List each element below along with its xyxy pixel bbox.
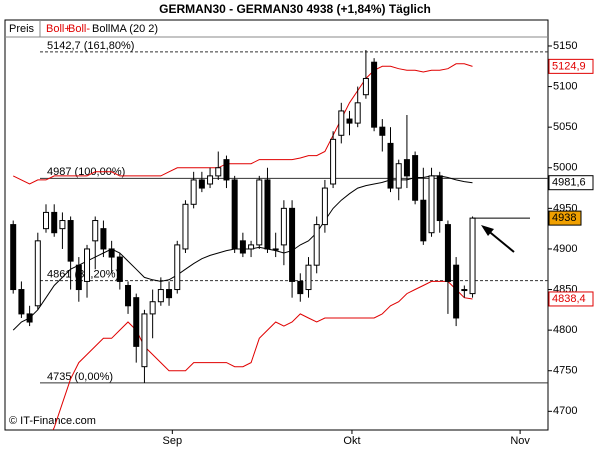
- level-label: 4987 (100,00%): [47, 166, 125, 178]
- end-label: 5124,9: [552, 60, 586, 72]
- candle-body: [239, 240, 246, 254]
- candle-body: [453, 264, 460, 319]
- y-tick-label: 4800: [553, 324, 577, 336]
- price-label: Preis: [9, 23, 35, 35]
- candle-body: [436, 175, 443, 222]
- level-label: 4735 (0,00%): [47, 371, 113, 383]
- candle-body: [133, 297, 140, 347]
- candle-body: [18, 289, 25, 315]
- candle-body: [420, 199, 427, 242]
- candle-body: [461, 289, 468, 292]
- candle-body: [26, 313, 33, 323]
- candle-body: [313, 224, 320, 266]
- candle-body: [182, 203, 189, 250]
- y-tick-label: 5150: [553, 40, 577, 52]
- candle-body: [207, 175, 214, 185]
- candle-body: [379, 126, 386, 136]
- candle-body: [354, 102, 361, 124]
- candle-body: [256, 179, 263, 246]
- candle-body: [174, 244, 181, 291]
- last-price-box: [548, 210, 582, 226]
- copyright: © IT-Finance.com: [9, 415, 96, 427]
- candle-body: [428, 175, 435, 234]
- end-label: 4838,4: [552, 293, 586, 305]
- y-tick-label: 4900: [553, 243, 577, 255]
- candle-body: [34, 240, 41, 307]
- band-line: [12, 63, 473, 185]
- candle-body: [346, 118, 353, 124]
- candle-body: [412, 155, 419, 201]
- last-price-label: 4938: [552, 212, 576, 224]
- candle-body: [75, 264, 82, 291]
- y-tick-label: 5050: [553, 121, 577, 133]
- candle-body: [67, 220, 74, 262]
- legend-entry: Boll-: [68, 23, 90, 35]
- candle-body: [264, 179, 271, 250]
- level-label: 5142,7 (161,80%): [47, 40, 134, 52]
- level-label: 4861 (38,20%): [47, 269, 119, 281]
- candle-body: [43, 211, 50, 230]
- candle-body: [149, 301, 156, 315]
- candle-body: [198, 179, 205, 189]
- plot: 5142,7 (161,80%) 4987 (100,00%) 4861 (38,2…: [10, 40, 548, 430]
- legend-entry: Boll+: [46, 23, 71, 35]
- candle-body: [321, 187, 328, 226]
- candle-body: [338, 110, 345, 136]
- candle-body: [223, 159, 230, 181]
- candle-body: [371, 61, 378, 128]
- candle-body: [125, 284, 132, 307]
- candle-body: [231, 179, 238, 250]
- candle-body: [10, 224, 17, 291]
- candle-body: [289, 207, 296, 282]
- candle-body: [100, 228, 107, 250]
- end-label-box: [548, 58, 594, 74]
- arrow: [481, 225, 515, 253]
- candle-body: [59, 220, 66, 230]
- x-tick-label: Okt: [343, 435, 360, 447]
- end-label: 4981,6: [552, 177, 586, 189]
- candle-body: [51, 211, 58, 234]
- end-label-box: [548, 291, 594, 307]
- candle-body: [190, 179, 197, 205]
- candle-body: [330, 138, 337, 185]
- candle-body: [248, 244, 255, 250]
- candle-body: [297, 280, 304, 295]
- x-tick-label: Nov: [510, 435, 530, 447]
- candle-body: [403, 159, 410, 177]
- end-label-box: [548, 175, 594, 191]
- candle-body: [362, 77, 369, 96]
- chart-title: GERMAN30 - GERMAN30 4938 (+1,84%) Täglic…: [159, 2, 431, 16]
- plot-frame: [4, 19, 549, 431]
- candle-body: [116, 256, 123, 282]
- candle-body: [215, 167, 222, 177]
- candle-body: [444, 224, 451, 282]
- legend-entry: BollMA (20 2): [92, 23, 158, 35]
- candle-body: [305, 264, 312, 291]
- candle-body: [84, 248, 91, 282]
- candle-body: [108, 248, 115, 258]
- y-tick-label: 4700: [553, 405, 577, 417]
- candle-body: [92, 220, 99, 242]
- candle-body: [272, 248, 279, 251]
- candle-body: [166, 289, 173, 299]
- x-tick-label: Sep: [163, 435, 183, 447]
- band-line: [52, 280, 473, 430]
- candle-body: [395, 163, 402, 189]
- y-tick-label: 5000: [553, 162, 577, 174]
- y-tick-label: 4750: [553, 365, 577, 377]
- candle-body: [141, 313, 148, 368]
- y-tick-label: 5100: [553, 80, 577, 92]
- candle-body: [387, 142, 394, 189]
- candle-body: [469, 217, 476, 295]
- candle-body: [157, 289, 164, 303]
- candle-body: [280, 207, 287, 246]
